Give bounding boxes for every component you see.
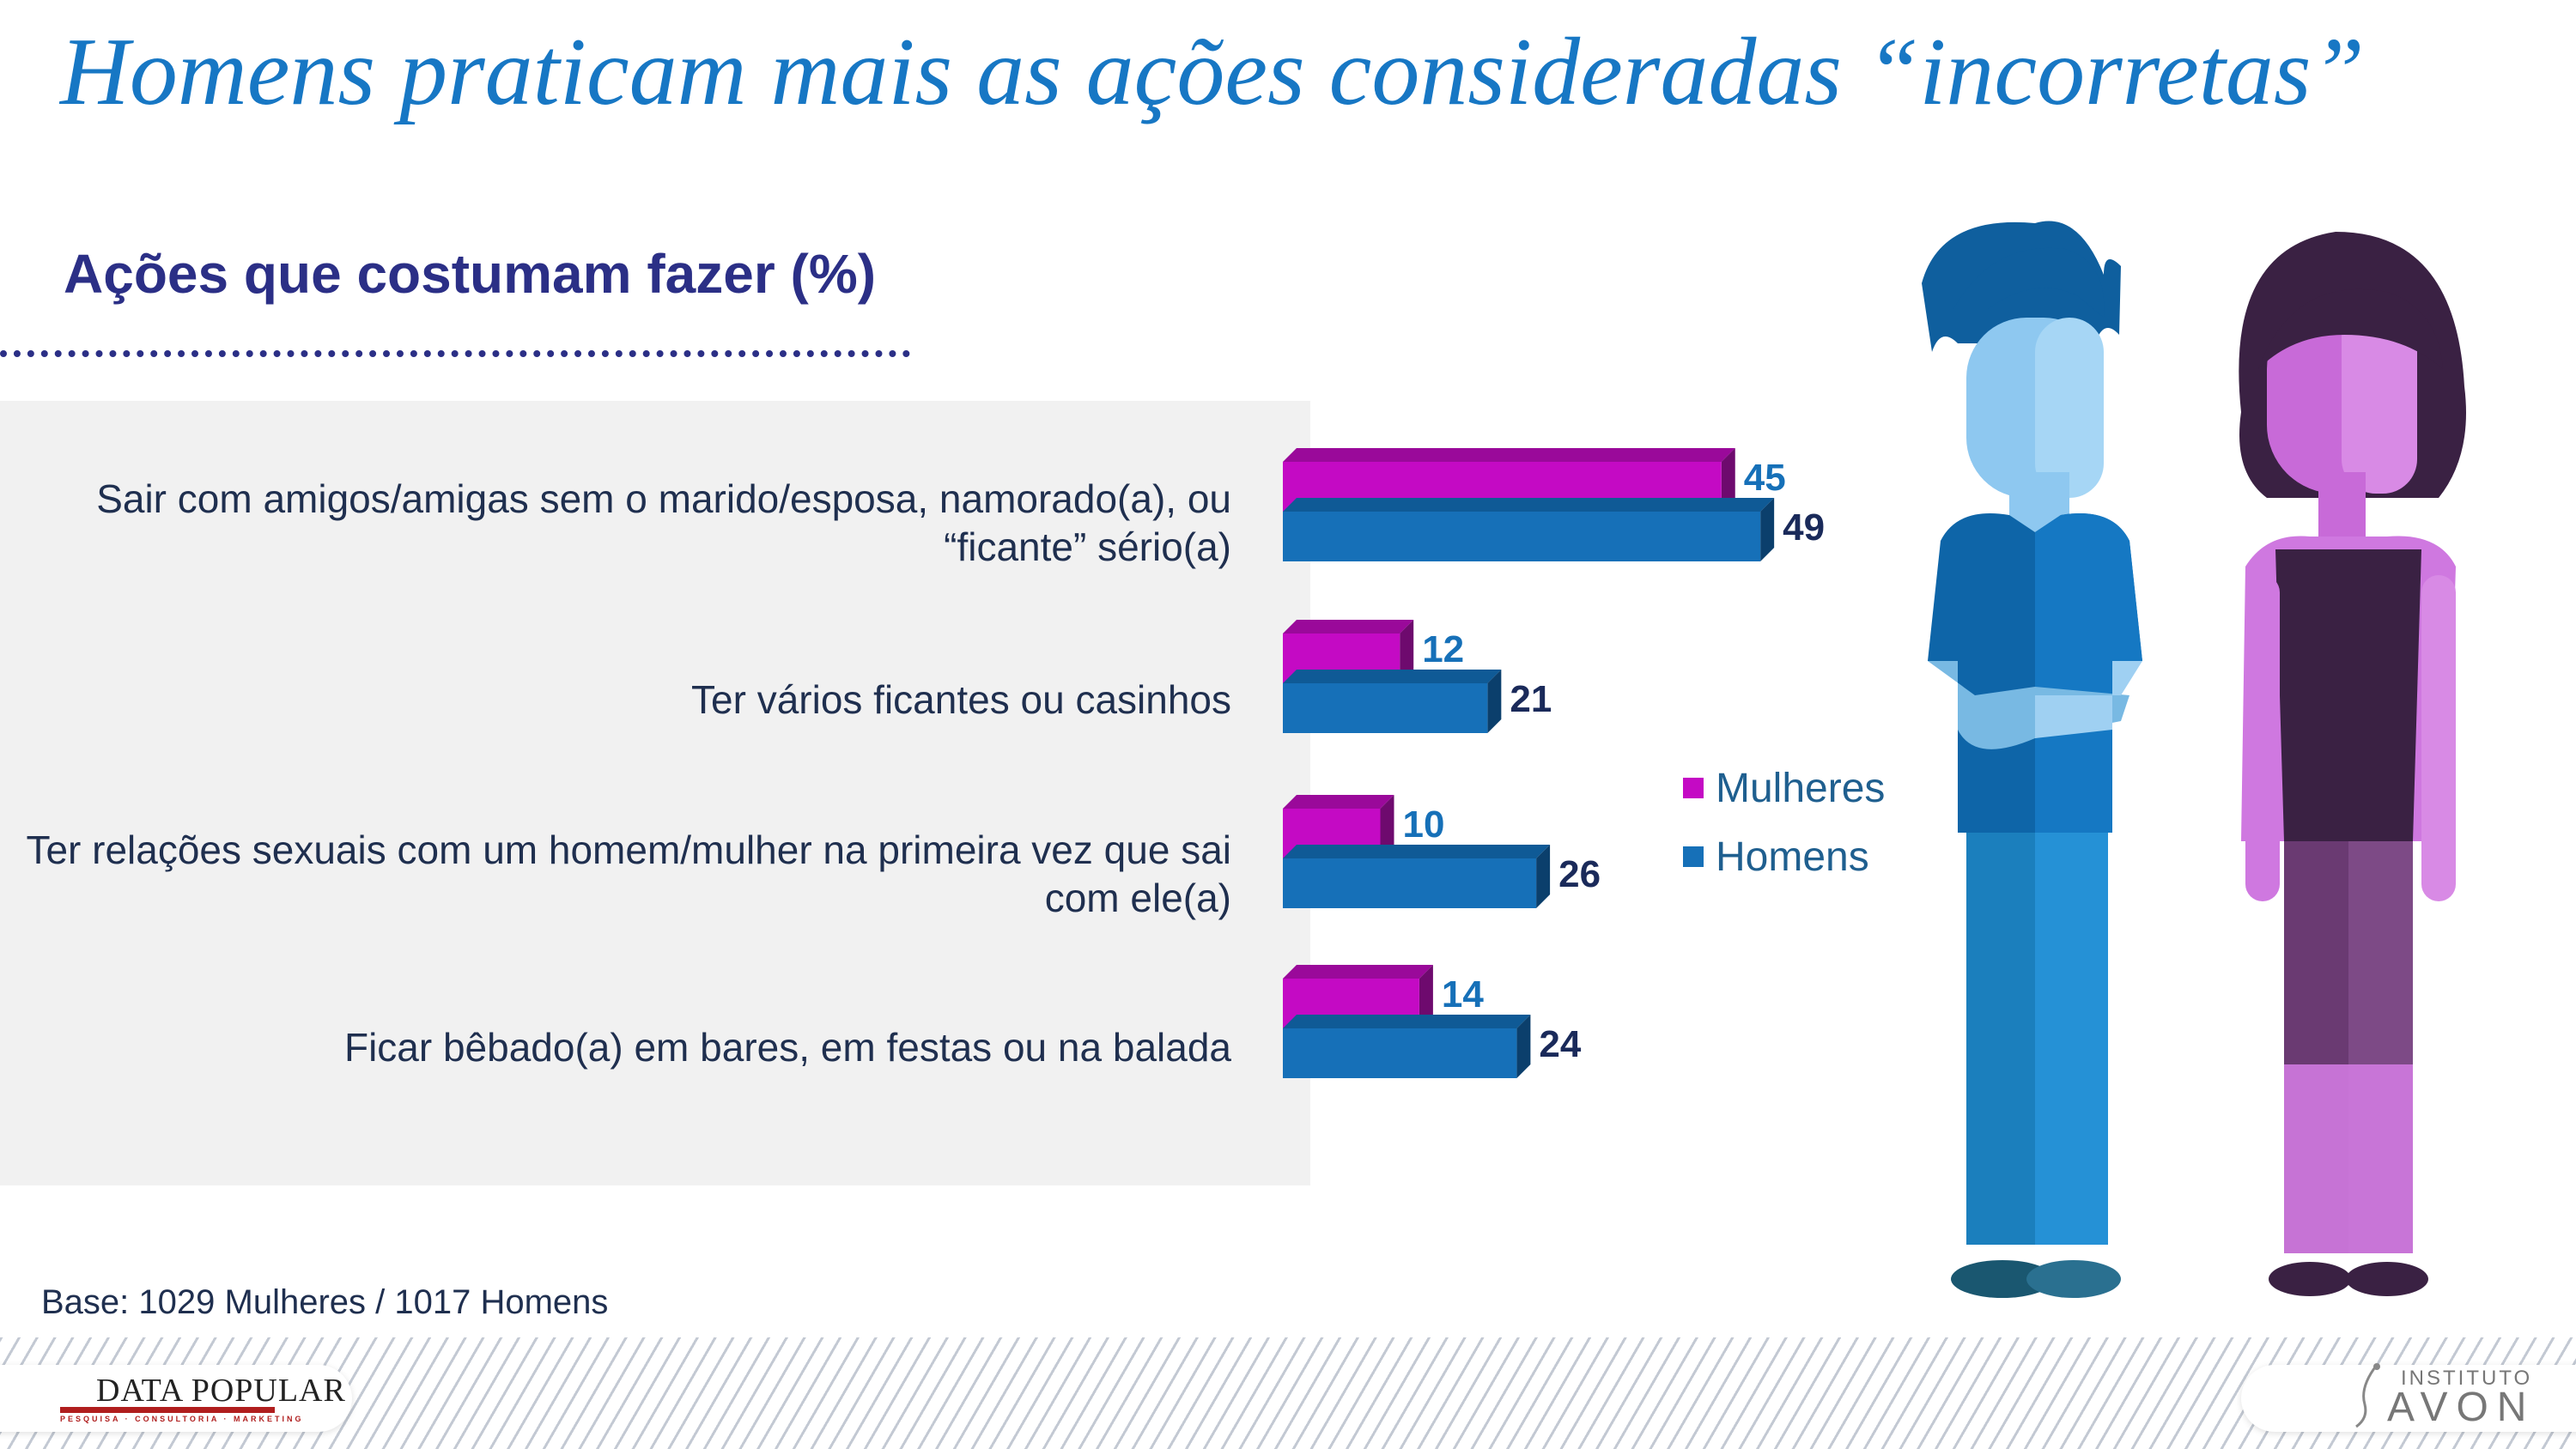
chart-legend: Mulheres Homens (1683, 754, 1885, 891)
data-popular-tagline: PESQUISA · CONSULTORIA · MARKETING (60, 1415, 304, 1423)
legend-label-mulheres: Mulheres (1716, 765, 1886, 811)
homens-value-label-3: 26 (1558, 853, 1601, 895)
category-label-3: Ter relações sexuais com um homem/mulher… (26, 828, 1231, 920)
avon-institute-label: INSTITUTO (2401, 1367, 2533, 1390)
category-label-2: Ter vários ficantes ou casinhos (691, 677, 1231, 722)
avon-name-label: AVON (2387, 1385, 2536, 1430)
legend-swatch-mulheres (1683, 778, 1704, 798)
base-note: Base: 1029 Mulheres / 1017 Homens (41, 1283, 609, 1321)
page-title: Homens praticam mais as ações considerad… (60, 19, 2365, 125)
homens-bar-2 (1283, 670, 1502, 733)
mulheres-value-label-2: 12 (1422, 628, 1464, 670)
mulheres-value-label-1: 45 (1744, 457, 1786, 499)
data-popular-badge (0, 1365, 352, 1432)
legend-label-homens: Homens (1716, 834, 1869, 880)
bar-chart: 45 49 12 21 10 26 14 24 (1283, 448, 1825, 1078)
legend-item-homens: Homens (1683, 822, 1885, 891)
homens-bar-4 (1283, 1015, 1531, 1078)
homens-value-label-4: 24 (1539, 1023, 1581, 1065)
homens-bar-1 (1283, 498, 1775, 561)
footer-stripes (0, 1337, 2576, 1449)
chart-subtitle: Ações que costumam fazer (%) (64, 243, 877, 305)
homens-value-label-1: 49 (1783, 506, 1825, 549)
legend-swatch-homens (1683, 846, 1704, 867)
homens-bar-3 (1283, 845, 1551, 908)
category-label-4: Ficar bêbado(a) em bares, em festas ou n… (343, 1025, 1231, 1070)
legend-item-mulheres: Mulheres (1683, 754, 1885, 822)
avon-logo-icon (2355, 1363, 2380, 1428)
category-label-1: Sair com amigos/amigas sem o marido/espo… (96, 476, 1231, 569)
data-popular-logo-bar (60, 1407, 275, 1413)
dotted-divider (0, 342, 910, 357)
woman-figure (2239, 232, 2466, 1296)
data-popular-logo: DATA POPULAR (96, 1373, 346, 1409)
categories-panel (0, 401, 1310, 1185)
mulheres-value-label-4: 14 (1442, 973, 1484, 1016)
avon-badge (2241, 1365, 2576, 1432)
man-and-woman-illustration (1922, 221, 2466, 1298)
homens-value-label-2: 21 (1510, 678, 1552, 720)
man-figure (1922, 221, 2142, 1298)
mulheres-value-label-3: 10 (1403, 803, 1445, 846)
